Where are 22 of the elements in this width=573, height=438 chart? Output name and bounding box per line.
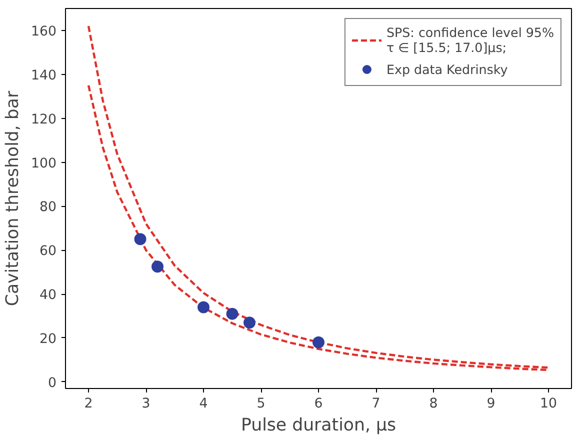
y-tick-label: 0 <box>48 376 57 391</box>
x-tick-label: 4 <box>199 396 208 412</box>
y-tick-label: 100 <box>31 156 57 172</box>
x-tick-label: 8 <box>429 396 438 412</box>
y-tick-label: 20 <box>40 332 57 347</box>
x-tick-label: 10 <box>540 396 557 412</box>
y-tick-label: 140 <box>31 68 57 84</box>
x-axis-title: Pulse duration, μs <box>240 416 396 436</box>
y-tick-label: 40 <box>40 288 57 304</box>
legend-label: Exp data Kedrinsky <box>386 62 508 76</box>
x-tick-label: 5 <box>256 396 266 412</box>
x-tick-label: 3 <box>142 396 150 412</box>
y-tick-label: 160 <box>31 24 57 40</box>
x-tick-label: 7 <box>372 396 380 412</box>
y-axis-title: Cavitation threshold, bar <box>3 90 24 306</box>
y-tick-label: 120 <box>31 112 57 128</box>
legend-label: SPS: confidence level 95% τ ∈ [15.5; 17.0]μs; <box>386 25 554 55</box>
x-tick-label: 2 <box>84 396 93 412</box>
x-tick-label: 9 <box>486 396 496 412</box>
x-tick-label: 6 <box>314 396 323 412</box>
y-tick-label: 80 <box>40 200 57 216</box>
y-tick-label: 60 <box>40 244 57 260</box>
